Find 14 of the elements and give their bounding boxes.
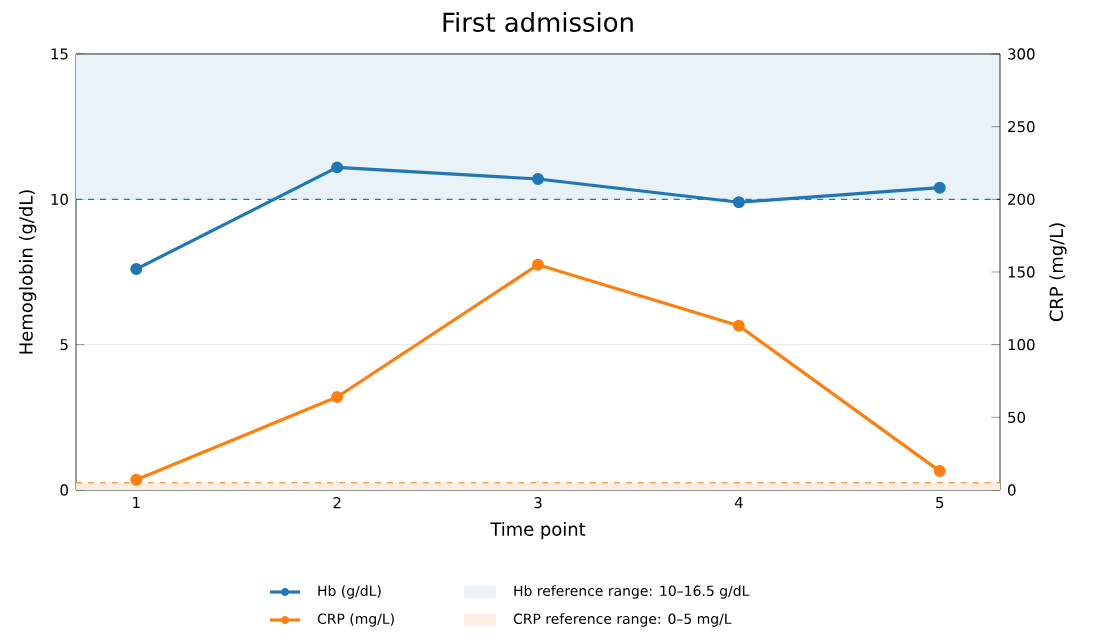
point <box>732 196 745 209</box>
point <box>130 263 143 276</box>
point <box>130 473 143 486</box>
point <box>933 181 946 194</box>
y2-axis-title: CRP (mg/L) <box>1049 223 1067 322</box>
point <box>933 465 946 478</box>
point <box>331 161 344 174</box>
x-axis-title: Time point <box>490 522 586 540</box>
y-axis-title: Hemoglobin (g/dL) <box>18 190 37 354</box>
point <box>331 391 344 403</box>
point <box>532 258 544 271</box>
point <box>732 319 745 332</box>
point <box>532 173 544 185</box>
chart-title: First admission <box>443 11 633 33</box>
